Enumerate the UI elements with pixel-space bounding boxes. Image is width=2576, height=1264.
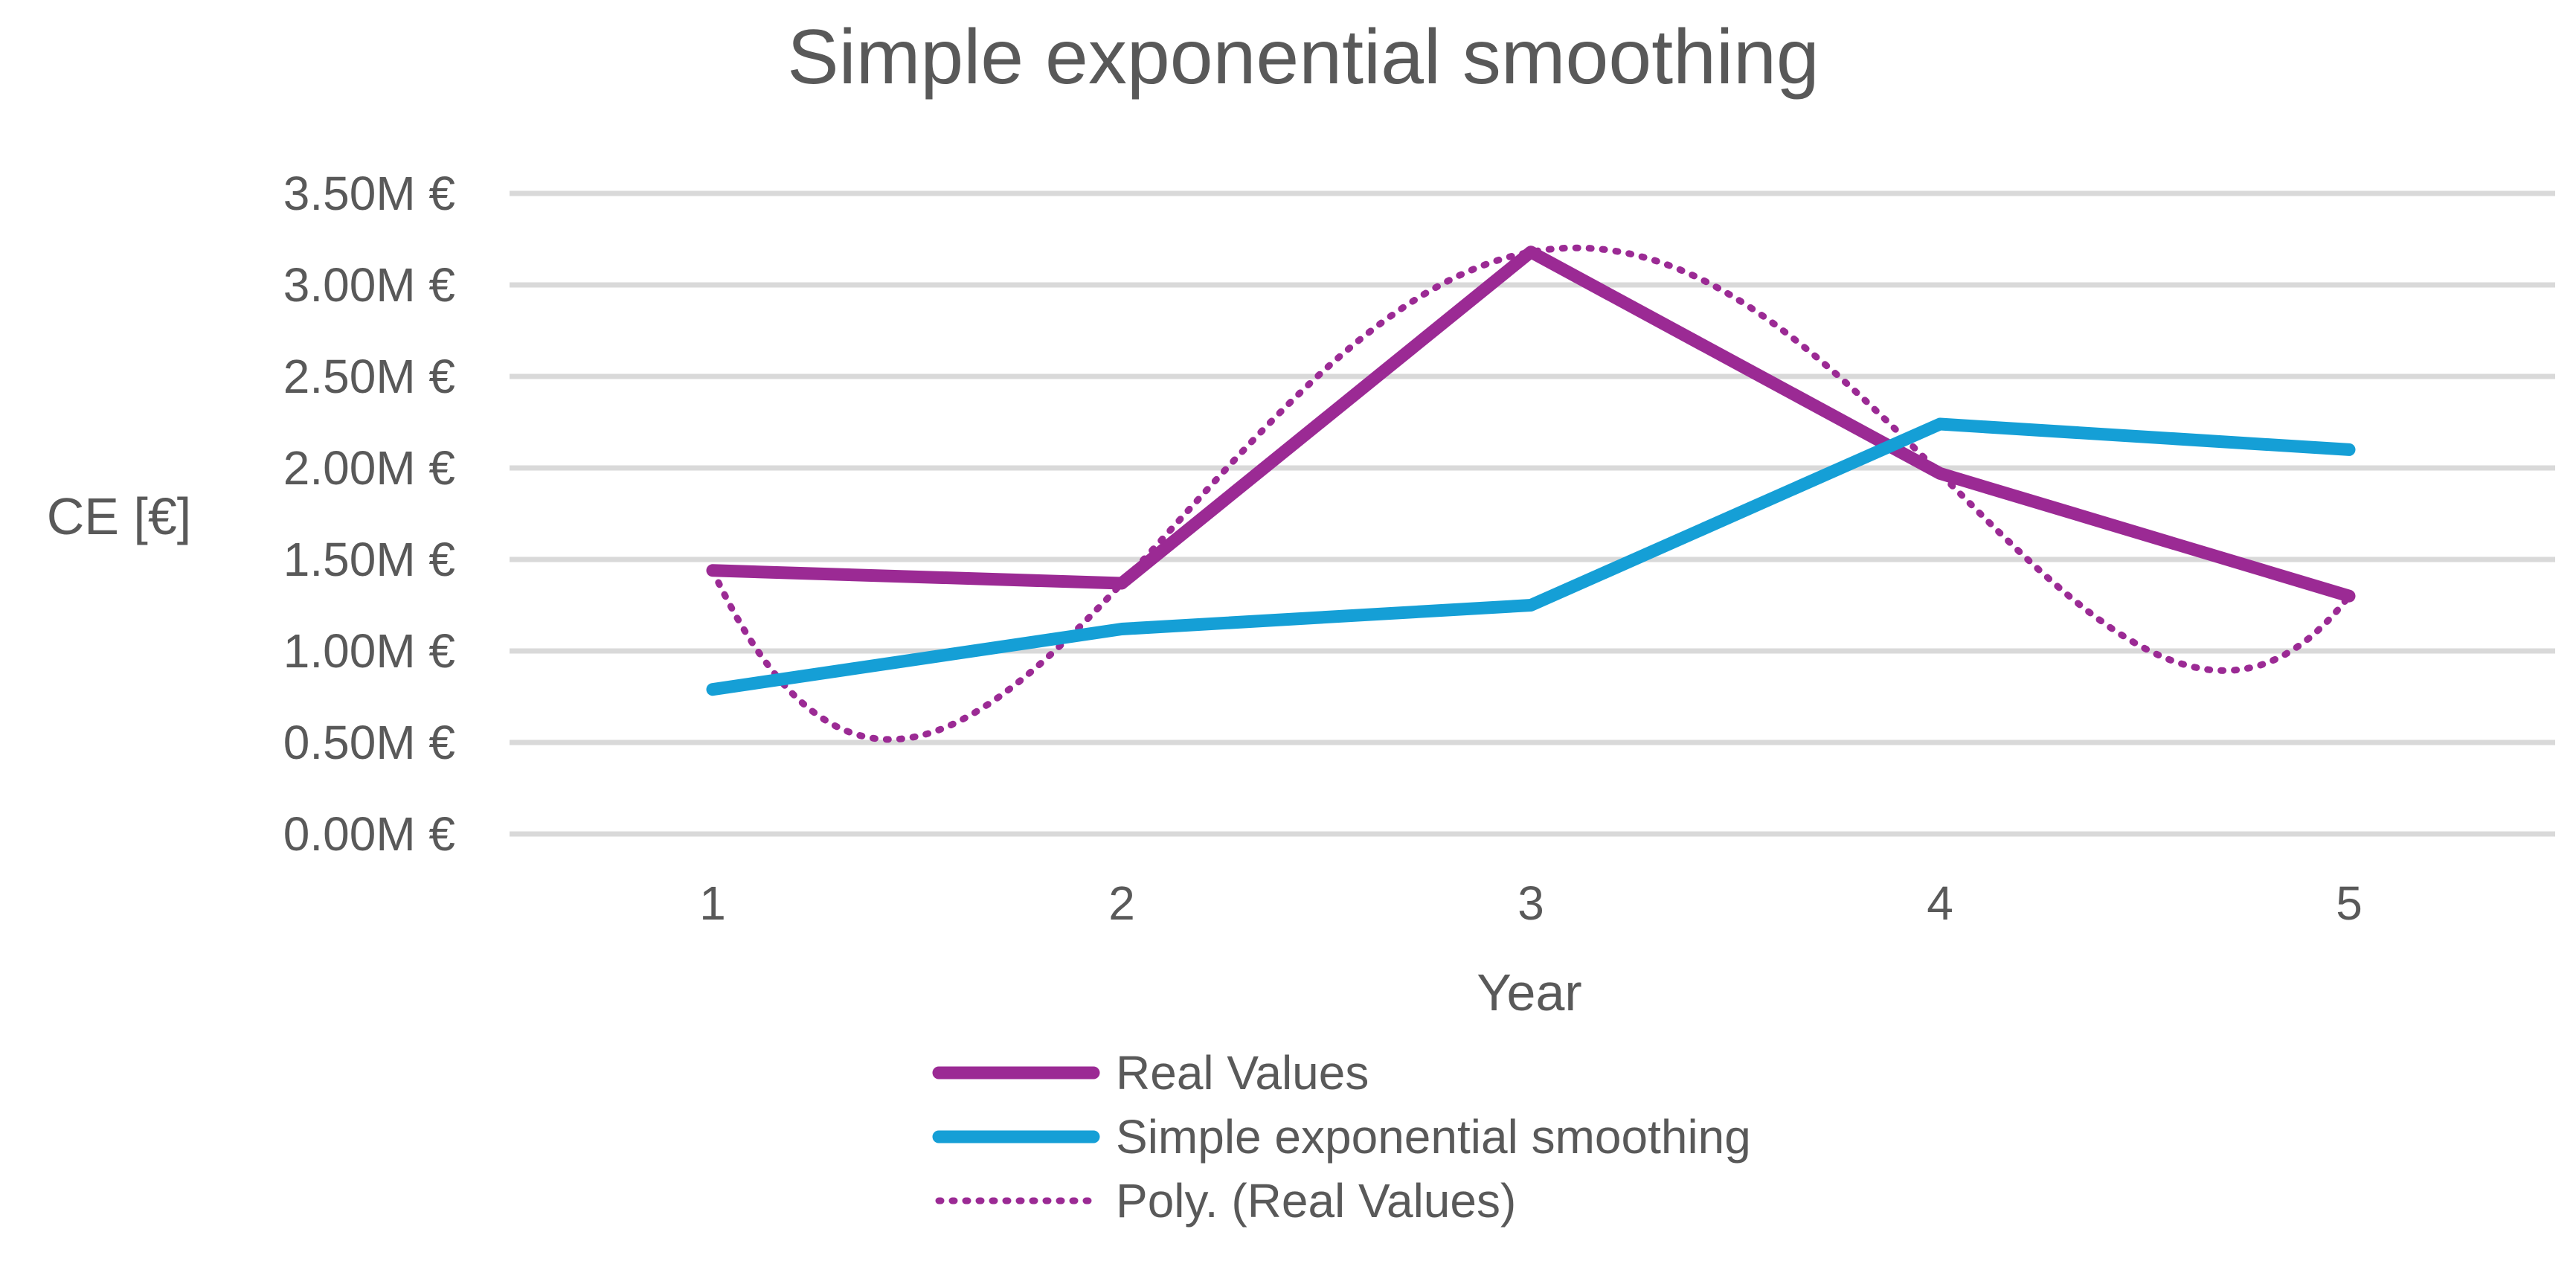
- data-point: [2348, 595, 2350, 597]
- series-line-poly-real-values: [709, 244, 2353, 743]
- y-axis-tick-labels: 0.00M € 0.50M € 1.00M € 1.50M € 2.00M € 2.50M…: [283, 167, 455, 861]
- series-lines: [706, 244, 2356, 743]
- data-point: [2348, 449, 2350, 450]
- data-point: [1939, 472, 1941, 474]
- y-axis-title: CE [€]: [47, 487, 192, 545]
- y-tick-label: 3.50M €: [283, 167, 455, 220]
- x-tick-label: 4: [1927, 876, 1953, 930]
- data-point: [1530, 251, 1532, 253]
- y-tick-label: 3.00M €: [283, 258, 455, 312]
- legend: Real Values Simple exponential smoothing P…: [932, 1046, 1751, 1228]
- data-point: [1530, 605, 1532, 606]
- data-point: [1121, 628, 1122, 629]
- data-point: [712, 689, 713, 690]
- y-tick-label: 2.00M €: [283, 441, 455, 495]
- legend-item: Poly. (Real Values): [935, 1174, 1516, 1228]
- x-tick-label: 3: [1517, 876, 1544, 930]
- y-tick-label: 1.00M €: [283, 624, 455, 678]
- legend-label: Real Values: [1116, 1046, 1369, 1100]
- gridlines: [510, 190, 2555, 837]
- legend-item: Simple exponential smoothing: [932, 1110, 1751, 1164]
- data-point: [1939, 423, 1941, 425]
- x-tick-label: 5: [2336, 876, 2363, 930]
- legend-label: Poly. (Real Values): [1116, 1174, 1516, 1228]
- y-tick-label: 2.50M €: [283, 350, 455, 403]
- legend-label: Simple exponential smoothing: [1116, 1110, 1751, 1164]
- data-point: [1121, 583, 1122, 584]
- y-tick-label: 0.50M €: [283, 716, 455, 769]
- y-tick-label: 1.50M €: [283, 533, 455, 586]
- x-axis-tick-labels: 1 2 3 4 5: [699, 876, 2363, 930]
- series-line-simple-exponential-smoothing: [706, 417, 2356, 696]
- chart-title: Simple exponential smoothing: [787, 14, 1819, 100]
- x-tick-label: 1: [699, 876, 726, 930]
- data-point: [712, 570, 713, 571]
- y-tick-label: 0.00M €: [283, 807, 455, 861]
- legend-item: Real Values: [932, 1046, 1369, 1100]
- x-tick-label: 2: [1108, 876, 1135, 930]
- x-axis-title: Year: [1477, 963, 1581, 1021]
- series-line-real-values: [706, 246, 2356, 603]
